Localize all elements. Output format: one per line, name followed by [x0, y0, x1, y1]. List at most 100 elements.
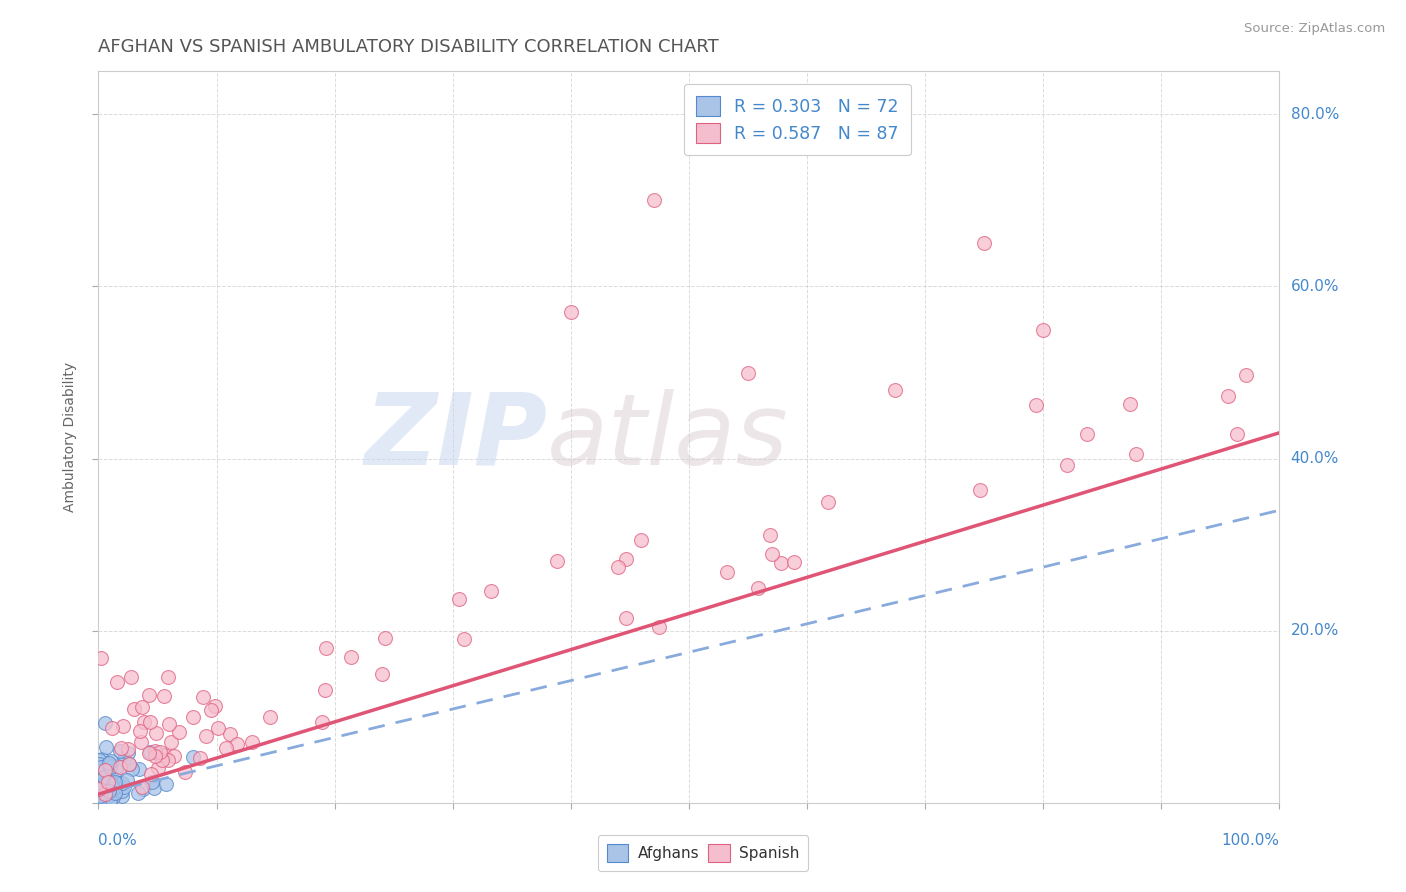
- Point: [149, 746, 172, 760]
- Point: [90, 751, 112, 765]
- Point: [90, 790, 112, 805]
- Point: [200, 703, 222, 717]
- Point: [112, 754, 135, 768]
- Point: [737, 366, 759, 380]
- Point: [104, 787, 127, 801]
- Point: [87, 787, 110, 801]
- Point: [1025, 398, 1047, 412]
- Point: [311, 714, 333, 729]
- Point: [616, 611, 638, 625]
- Point: [105, 675, 128, 690]
- Text: 40.0%: 40.0%: [1291, 451, 1339, 467]
- Point: [973, 236, 995, 251]
- Point: [160, 735, 183, 749]
- Point: [97, 780, 120, 794]
- Point: [90, 760, 112, 774]
- Point: [98, 780, 121, 794]
- Point: [146, 760, 169, 774]
- Point: [139, 715, 162, 730]
- Point: [87, 754, 110, 768]
- Point: [883, 383, 905, 397]
- Y-axis label: Ambulatory Disability: Ambulatory Disability: [63, 362, 77, 512]
- Point: [96, 787, 118, 801]
- Point: [560, 305, 582, 319]
- Point: [188, 751, 211, 765]
- Point: [97, 776, 120, 790]
- Point: [167, 725, 190, 739]
- Point: [1118, 396, 1140, 410]
- Point: [98, 756, 121, 770]
- Point: [132, 714, 155, 729]
- Point: [105, 758, 128, 772]
- Point: [139, 766, 162, 780]
- Point: [117, 742, 139, 756]
- Point: [93, 770, 115, 784]
- Point: [143, 781, 166, 796]
- Point: [104, 775, 127, 789]
- Point: [145, 746, 167, 760]
- Point: [104, 786, 127, 800]
- Point: [94, 763, 117, 777]
- Point: [157, 717, 180, 731]
- Point: [447, 591, 470, 606]
- Point: [91, 779, 114, 793]
- Point: [716, 566, 738, 580]
- Point: [153, 747, 176, 762]
- Point: [138, 745, 160, 759]
- Point: [100, 778, 122, 792]
- Point: [1032, 322, 1054, 336]
- Point: [117, 772, 139, 787]
- Text: 20.0%: 20.0%: [1291, 624, 1339, 638]
- Point: [93, 780, 115, 794]
- Point: [111, 789, 134, 804]
- Point: [118, 756, 141, 771]
- Point: [150, 753, 173, 767]
- Point: [90, 651, 112, 665]
- Point: [98, 793, 121, 807]
- Point: [761, 547, 783, 561]
- Point: [127, 786, 149, 800]
- Point: [128, 763, 150, 777]
- Point: [183, 710, 205, 724]
- Point: [93, 789, 115, 804]
- Point: [120, 670, 142, 684]
- Point: [97, 789, 120, 803]
- Point: [132, 782, 155, 797]
- Point: [87, 794, 110, 808]
- Legend: Afghans, Spanish: Afghans, Spanish: [598, 835, 808, 871]
- Point: [240, 735, 263, 749]
- Point: [157, 753, 180, 767]
- Point: [100, 760, 122, 774]
- Point: [138, 688, 160, 702]
- Point: [100, 754, 122, 768]
- Point: [153, 689, 176, 703]
- Point: [204, 699, 226, 714]
- Point: [89, 789, 111, 803]
- Point: [546, 554, 568, 568]
- Point: [101, 789, 124, 804]
- Point: [97, 758, 120, 772]
- Point: [259, 710, 281, 724]
- Point: [100, 767, 122, 781]
- Point: [118, 757, 141, 772]
- Point: [143, 744, 166, 758]
- Point: [453, 632, 475, 646]
- Point: [630, 533, 652, 547]
- Point: [90, 772, 112, 787]
- Point: [607, 560, 630, 574]
- Point: [370, 666, 392, 681]
- Point: [89, 764, 111, 778]
- Point: [969, 483, 991, 497]
- Point: [747, 581, 769, 595]
- Point: [131, 700, 153, 714]
- Point: [162, 749, 184, 764]
- Point: [112, 752, 135, 766]
- Point: [215, 741, 238, 756]
- Point: [108, 744, 131, 758]
- Point: [157, 670, 180, 684]
- Point: [110, 740, 132, 755]
- Point: [479, 584, 502, 599]
- Point: [112, 780, 135, 794]
- Point: [1216, 389, 1239, 403]
- Point: [94, 780, 117, 794]
